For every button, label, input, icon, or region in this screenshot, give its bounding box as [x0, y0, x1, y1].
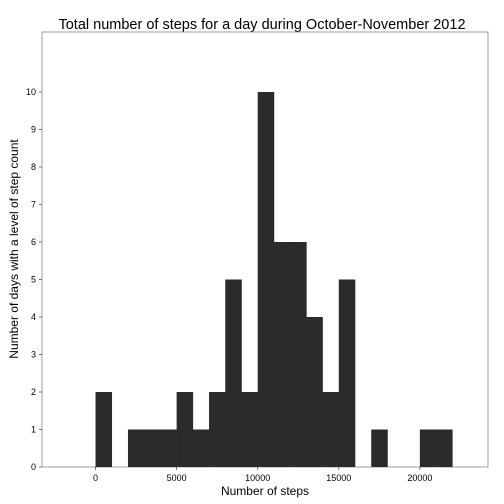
- y-axis: 0 1 2 3 4 5 6 7 8 9 10: [26, 87, 42, 472]
- histogram-bar-17: [436, 429, 453, 467]
- x-tick-label: 10000: [245, 473, 270, 483]
- histogram-bar-13: [322, 392, 340, 467]
- histogram-bar-14: [338, 279, 356, 467]
- histogram-bar-6: [209, 392, 226, 467]
- histogram-bar-12: [306, 317, 323, 467]
- y-tick-label: 4: [31, 312, 36, 322]
- y-tick-label: 9: [31, 125, 36, 135]
- histogram-bar-9: [257, 92, 275, 467]
- y-tick-label: 7: [31, 200, 36, 210]
- y-tick-label: 0: [31, 462, 36, 472]
- histogram-bar-5: [192, 429, 210, 467]
- histogram-bar-7: [225, 279, 242, 467]
- x-axis-label: Number of steps: [221, 484, 309, 498]
- x-tick-label: 5000: [167, 473, 187, 483]
- y-tick-label: 6: [31, 237, 36, 247]
- y-tick-label: 3: [31, 350, 36, 360]
- bars-group: [95, 92, 453, 467]
- x-tick-label: 0: [93, 473, 98, 483]
- histogram-bar-3: [160, 429, 177, 467]
- histogram-bar-16: [419, 429, 437, 467]
- histogram-bar-1: [127, 429, 145, 467]
- y-tick-label: 10: [26, 87, 36, 97]
- histogram-bar-11: [290, 242, 307, 467]
- y-tick-label: 2: [31, 387, 36, 397]
- y-axis-label: Number of days with a level of step coun…: [7, 139, 21, 359]
- histogram-bar-10: [273, 242, 291, 467]
- x-tick-label: 20000: [407, 473, 432, 483]
- histogram-bar-2: [144, 429, 161, 467]
- y-tick-label: 8: [31, 162, 36, 172]
- histogram-bar-15: [371, 429, 388, 467]
- x-tick-label: 15000: [326, 473, 351, 483]
- y-tick-label: 1: [31, 425, 36, 435]
- histogram-bar-8: [241, 392, 259, 467]
- histogram-bar-4: [176, 392, 194, 467]
- x-axis: 0 5000 10000 15000 20000: [93, 467, 432, 483]
- histogram-bar-0: [95, 392, 113, 467]
- y-tick-label: 5: [31, 275, 36, 285]
- chart-title: Total number of steps for a day during O…: [58, 17, 465, 33]
